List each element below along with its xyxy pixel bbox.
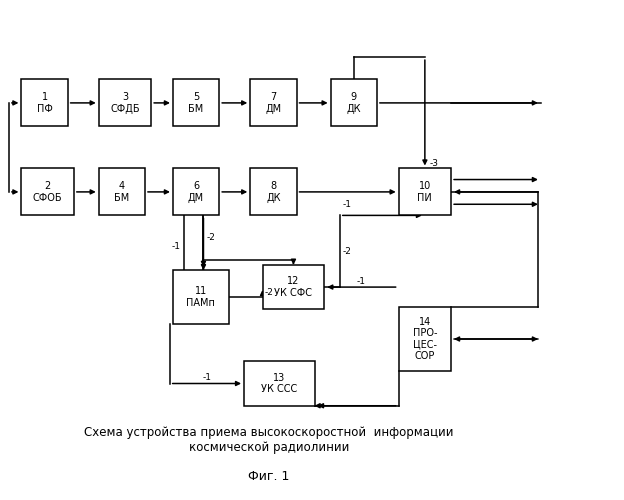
Text: -2: -2 (343, 246, 351, 256)
Text: 2
СФОБ: 2 СФОБ (33, 181, 62, 203)
Text: Схема устройства приема высокоскоростной  информации
космической радиолинии: Схема устройства приема высокоскоростной… (84, 426, 454, 454)
FancyBboxPatch shape (399, 307, 451, 371)
FancyBboxPatch shape (244, 361, 315, 406)
Text: -1: -1 (357, 276, 366, 285)
FancyBboxPatch shape (173, 270, 228, 324)
Text: 1
ПФ: 1 ПФ (37, 92, 52, 114)
Text: 6
ДМ: 6 ДМ (188, 181, 204, 203)
FancyBboxPatch shape (173, 80, 219, 126)
Text: Фиг. 1: Фиг. 1 (248, 470, 290, 483)
Text: 13
УК ССС: 13 УК ССС (261, 372, 298, 394)
Text: -2: -2 (265, 288, 274, 296)
Text: -3: -3 (429, 159, 438, 168)
Text: 14
ПРО-
ЦЕС-
СОР: 14 ПРО- ЦЕС- СОР (412, 316, 437, 362)
Text: 10
ПИ: 10 ПИ (417, 181, 432, 203)
FancyBboxPatch shape (99, 168, 145, 216)
Text: -1: -1 (343, 200, 352, 209)
Text: 7
ДМ: 7 ДМ (265, 92, 281, 114)
Text: -1: -1 (202, 373, 212, 382)
FancyBboxPatch shape (173, 168, 219, 216)
Text: -1: -1 (172, 242, 180, 251)
FancyBboxPatch shape (399, 168, 451, 216)
Text: 5
БМ: 5 БМ (188, 92, 203, 114)
Text: -2: -2 (207, 233, 215, 242)
FancyBboxPatch shape (331, 80, 377, 126)
FancyBboxPatch shape (99, 80, 151, 126)
Text: 8
ДК: 8 ДК (266, 181, 281, 203)
Text: 12
УК СФС: 12 УК СФС (275, 276, 313, 298)
FancyBboxPatch shape (21, 168, 74, 216)
Text: 11
ПАМп: 11 ПАМп (186, 286, 215, 308)
FancyBboxPatch shape (21, 80, 68, 126)
Text: 9
ДК: 9 ДК (346, 92, 361, 114)
FancyBboxPatch shape (250, 80, 296, 126)
Text: 3
СФДБ: 3 СФДБ (110, 92, 140, 114)
FancyBboxPatch shape (250, 168, 296, 216)
FancyBboxPatch shape (263, 265, 324, 310)
Text: 4
БМ: 4 БМ (114, 181, 129, 203)
